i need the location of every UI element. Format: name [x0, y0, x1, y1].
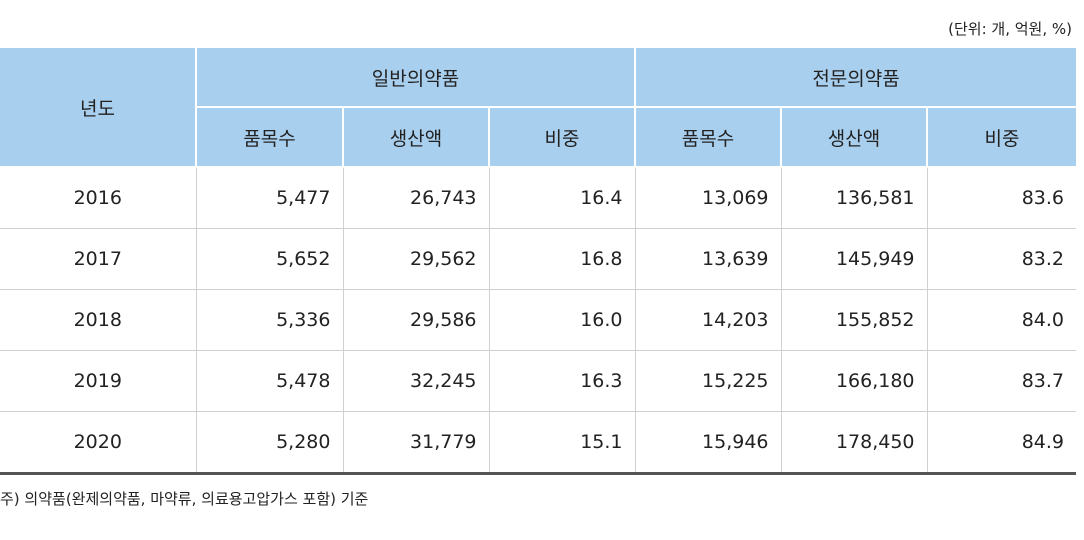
- subheader-item-count: 품목수: [195, 106, 344, 168]
- table-cell: 136,581: [780, 167, 928, 229]
- table-cell: 5,336: [195, 289, 343, 351]
- table-cell: 13,069: [634, 167, 782, 229]
- table-cell: 5,477: [195, 167, 343, 229]
- table-cell: 5,652: [195, 228, 343, 290]
- production-table: 년도 일반의약품 전문의약품 품목수 생산액 비중 품목수 생산액 비중 201…: [0, 46, 1077, 475]
- table-cell: 15,946: [634, 411, 782, 474]
- table-cell: 83.6: [926, 167, 1077, 229]
- subheader-share: 비중: [926, 106, 1077, 168]
- table-cell: 166,180: [780, 350, 928, 412]
- table-cell: 145,949: [780, 228, 928, 290]
- table-row: 2017 5,652 29,562 16.8 13,639 145,949 83…: [0, 228, 1077, 290]
- table-cell: 84.0: [926, 289, 1077, 351]
- table-cell: 5,478: [195, 350, 343, 412]
- table-row: 2020 5,280 31,779 15.1 15,946 178,450 84…: [0, 411, 1077, 474]
- table-row: 2018 5,336 29,586 16.0 14,203 155,852 84…: [0, 289, 1077, 351]
- table-cell: 84.9: [926, 411, 1077, 474]
- year-cell: 2017: [0, 228, 196, 290]
- table-cell: 16.8: [488, 228, 636, 290]
- table-cell: 14,203: [634, 289, 782, 351]
- table-cell: 15,225: [634, 350, 782, 412]
- table-cell: 16.0: [488, 289, 636, 351]
- footnote: 주) 의약품(완제의약품, 마약류, 의료용고압가스 포함) 기준: [0, 490, 369, 508]
- table-cell: 16.3: [488, 350, 636, 412]
- table-cell: 29,562: [342, 228, 489, 290]
- year-cell: 2020: [73, 431, 122, 453]
- table-cell: 31,779: [342, 411, 489, 474]
- subheader-production: 생산액: [342, 106, 490, 168]
- subheader-production: 생산액: [780, 106, 929, 168]
- table-row: 2019 5,478 32,245 16.3 15,225 166,180 83…: [0, 350, 1077, 412]
- table-cell: 83.7: [926, 350, 1077, 412]
- unit-note: (단위: 개, 억원, %): [948, 20, 1072, 38]
- year-cell: 2019: [0, 350, 196, 412]
- year-cell: 2016: [0, 167, 196, 229]
- table-cell: 178,450: [780, 411, 928, 474]
- year-cell: 2018: [0, 289, 196, 351]
- table-cell: 5,280: [195, 411, 343, 474]
- year-header: 년도: [0, 46, 197, 168]
- table-cell: 15.1: [488, 411, 636, 474]
- table-cell: 16.4: [488, 167, 636, 229]
- subheader-item-count: 품목수: [634, 106, 783, 168]
- table-row: 2016 5,477 26,743 16.4 13,069 136,581 83…: [0, 167, 1077, 229]
- group-header-otc: 일반의약품: [194, 46, 637, 108]
- table-cell: 29,586: [342, 289, 489, 351]
- table-cell: 13,639: [634, 228, 782, 290]
- group-header-prescription: 전문의약품: [634, 46, 1077, 108]
- table-cell: 32,245: [342, 350, 489, 412]
- table-cell: 26,743: [342, 167, 489, 229]
- subheader-share: 비중: [487, 106, 637, 168]
- table-cell: 155,852: [780, 289, 928, 351]
- table-cell: 83.2: [926, 228, 1077, 290]
